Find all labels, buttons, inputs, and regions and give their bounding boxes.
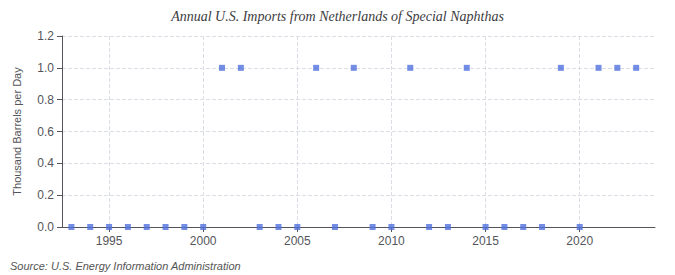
svg-text:0.6: 0.6 [37,125,54,139]
svg-text:Annual U.S. Imports from Nethe: Annual U.S. Imports from Netherlands of … [170,9,504,24]
svg-text:0.0: 0.0 [37,220,54,234]
svg-text:2010: 2010 [378,234,405,248]
svg-text:2020: 2020 [566,234,593,248]
svg-text:Thousand Barrels per Day: Thousand Barrels per Day [11,67,23,196]
svg-text:1995: 1995 [96,234,123,248]
svg-text:2000: 2000 [190,234,217,248]
svg-text:0.2: 0.2 [37,188,54,202]
svg-text:0.4: 0.4 [37,156,54,170]
svg-text:1.2: 1.2 [37,29,54,43]
svg-text:0.8: 0.8 [37,93,54,107]
svg-text:1.0: 1.0 [37,61,54,75]
svg-text:2005: 2005 [284,234,311,248]
svg-text:2015: 2015 [472,234,499,248]
svg-text:Source: U.S. Energy Informatio: Source: U.S. Energy Information Administ… [10,260,241,272]
